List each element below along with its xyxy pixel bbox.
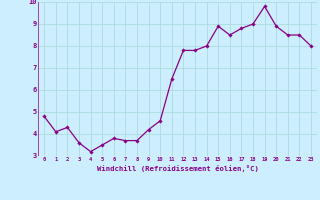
X-axis label: Windchill (Refroidissement éolien,°C): Windchill (Refroidissement éolien,°C)	[97, 165, 259, 172]
